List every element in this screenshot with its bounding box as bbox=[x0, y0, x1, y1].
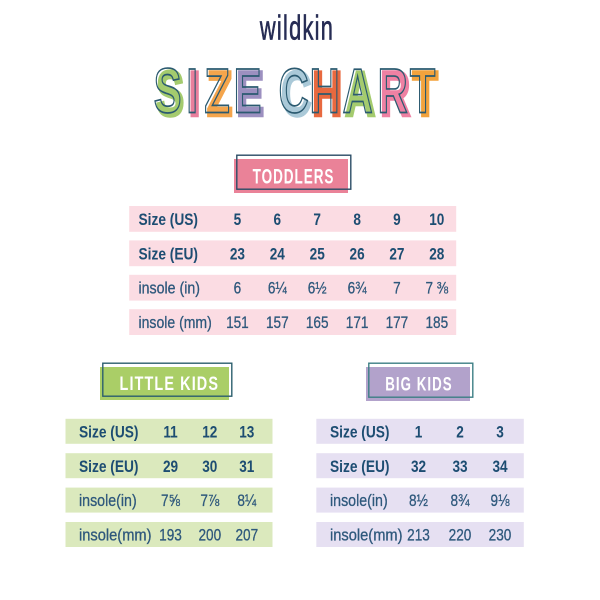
svg-text:25: 25 bbox=[310, 245, 326, 264]
svg-text:E: E bbox=[234, 57, 262, 127]
svg-text:Size (EU): Size (EU) bbox=[139, 245, 199, 264]
svg-text:5: 5 bbox=[234, 211, 242, 230]
svg-text:6¼: 6¼ bbox=[268, 279, 287, 298]
svg-text:10: 10 bbox=[429, 211, 444, 230]
svg-text:28: 28 bbox=[429, 245, 445, 264]
svg-text:26: 26 bbox=[350, 245, 365, 264]
svg-text:insole(in): insole(in) bbox=[79, 491, 137, 510]
svg-text:S: S bbox=[154, 57, 182, 127]
svg-text:R: R bbox=[380, 60, 410, 130]
svg-text:7: 7 bbox=[393, 279, 401, 298]
svg-text:C: C bbox=[279, 57, 309, 127]
svg-text:30: 30 bbox=[202, 458, 217, 477]
svg-text:33: 33 bbox=[452, 458, 467, 477]
svg-text:6½: 6½ bbox=[308, 279, 327, 298]
svg-text:32: 32 bbox=[411, 458, 426, 477]
svg-text:Size (US): Size (US) bbox=[139, 210, 199, 229]
svg-text:TODDLERS: TODDLERS bbox=[253, 164, 335, 188]
svg-text:171: 171 bbox=[346, 314, 369, 333]
svg-text:29: 29 bbox=[163, 458, 178, 477]
svg-text:I: I bbox=[186, 57, 198, 127]
svg-text:220: 220 bbox=[449, 526, 472, 545]
svg-text:200: 200 bbox=[198, 526, 221, 545]
svg-text:A: A bbox=[343, 57, 373, 127]
svg-text:207: 207 bbox=[235, 526, 258, 545]
svg-text:insole (in): insole (in) bbox=[139, 279, 201, 298]
svg-text:165: 165 bbox=[306, 314, 329, 333]
svg-text:1: 1 bbox=[415, 423, 423, 442]
svg-text:Z: Z bbox=[204, 57, 229, 127]
svg-text:27: 27 bbox=[389, 245, 404, 264]
svg-text:insole(mm): insole(mm) bbox=[330, 526, 403, 545]
svg-text:8¾: 8¾ bbox=[451, 492, 470, 511]
svg-text:24: 24 bbox=[270, 245, 286, 264]
svg-text:Size (US): Size (US) bbox=[330, 423, 390, 442]
svg-text:6: 6 bbox=[274, 211, 282, 230]
svg-text:C: C bbox=[281, 60, 311, 130]
svg-text:T: T bbox=[412, 60, 438, 130]
svg-text:13: 13 bbox=[239, 423, 254, 442]
svg-text:157: 157 bbox=[266, 314, 289, 333]
svg-text:7⅞: 7⅞ bbox=[200, 492, 219, 511]
svg-text:A: A bbox=[345, 60, 375, 130]
svg-text:insole(mm): insole(mm) bbox=[79, 526, 152, 545]
svg-text:R: R bbox=[378, 57, 408, 127]
svg-text:34: 34 bbox=[492, 458, 508, 477]
svg-text:7: 7 bbox=[313, 211, 321, 230]
svg-text:213: 213 bbox=[407, 526, 430, 545]
svg-text:H: H bbox=[310, 57, 340, 127]
svg-text:9: 9 bbox=[393, 211, 401, 230]
svg-text:12: 12 bbox=[202, 423, 217, 442]
svg-text:E: E bbox=[236, 60, 264, 130]
svg-text:H: H bbox=[312, 60, 342, 130]
svg-text:177: 177 bbox=[386, 314, 409, 333]
svg-text:Size (EU): Size (EU) bbox=[79, 457, 139, 476]
svg-text:6¾: 6¾ bbox=[348, 279, 367, 298]
svg-text:151: 151 bbox=[226, 314, 249, 333]
svg-text:insole(in): insole(in) bbox=[330, 491, 388, 510]
svg-text:BIG KIDS: BIG KIDS bbox=[385, 374, 452, 395]
svg-text:LITTLE KIDS: LITTLE KIDS bbox=[120, 372, 220, 395]
svg-text:2: 2 bbox=[456, 423, 464, 442]
svg-text:S: S bbox=[156, 60, 184, 130]
svg-text:185: 185 bbox=[425, 314, 448, 333]
svg-text:7⅝: 7⅝ bbox=[161, 492, 180, 511]
svg-text:23: 23 bbox=[230, 245, 245, 264]
svg-text:193: 193 bbox=[159, 526, 182, 545]
svg-text:31: 31 bbox=[239, 458, 255, 477]
svg-text:11: 11 bbox=[163, 423, 178, 442]
svg-text:T: T bbox=[410, 57, 436, 127]
svg-text:3: 3 bbox=[496, 423, 504, 442]
svg-text:6: 6 bbox=[234, 279, 242, 298]
svg-text:9⅛: 9⅛ bbox=[491, 492, 510, 511]
svg-text:230: 230 bbox=[489, 526, 512, 545]
svg-text:Size (EU): Size (EU) bbox=[330, 457, 390, 476]
svg-text:8: 8 bbox=[353, 211, 361, 230]
svg-text:7 ⅜: 7 ⅜ bbox=[425, 279, 448, 298]
svg-text:8¼: 8¼ bbox=[237, 492, 256, 511]
svg-text:wildkin: wildkin bbox=[259, 10, 334, 48]
svg-text:Size (US): Size (US) bbox=[79, 423, 139, 442]
svg-text:Z: Z bbox=[207, 60, 232, 130]
svg-text:I: I bbox=[189, 60, 201, 130]
svg-text:insole (mm): insole (mm) bbox=[139, 313, 212, 332]
svg-text:8½: 8½ bbox=[409, 492, 428, 511]
